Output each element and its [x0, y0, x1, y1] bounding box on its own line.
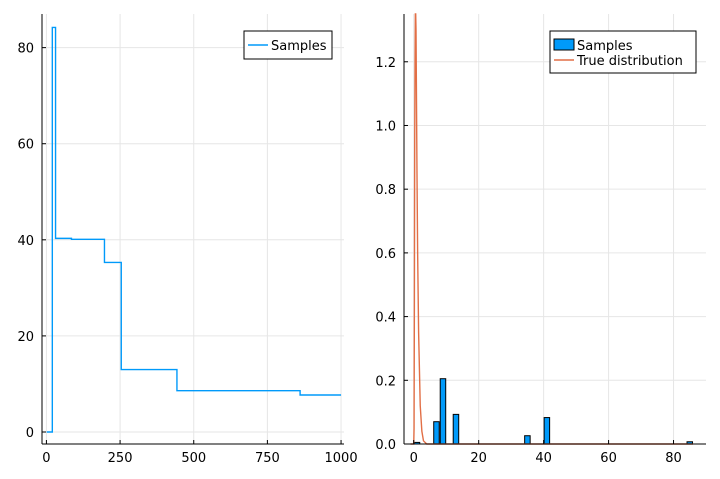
left-series: [46, 26, 342, 433]
left-x-tick-label: 250: [108, 451, 133, 466]
left-gridlines: [42, 14, 344, 444]
right-plot: 0 20 40 60 80 0.0 0.2 0.4 0.6 0.8 1.0 1.2 SamplesTr…: [375, 13, 706, 466]
left-ticks: 0 250 500 750 1000 0 20 40 60 80: [17, 42, 357, 466]
right-x-tick-label: 20: [470, 451, 487, 466]
right-y-tick-label: 0.0: [375, 438, 396, 453]
left-x-tick-label: 500: [181, 451, 206, 466]
right-y-tick-label: 0.6: [375, 247, 396, 262]
left-x-tick-label: 750: [255, 451, 280, 466]
right-histogram-bar: [543, 417, 551, 445]
right-y-tick-label: 0.4: [375, 311, 396, 326]
left-legend-label: Samples: [271, 39, 327, 54]
left-series-line-1: [46, 26, 342, 433]
right-y-tick-label: 0.2: [375, 374, 396, 389]
left-y-tick-label: 40: [17, 234, 34, 249]
left-y-tick-label: 80: [17, 42, 34, 57]
right-x-tick-label: 0: [410, 451, 418, 466]
right-histogram-bar: [452, 413, 460, 445]
right-ticks: 0 20 40 60 80 0.0 0.2 0.4 0.6 0.8 1.0 1.2: [375, 56, 681, 466]
left-x-tick-label: 0: [42, 451, 50, 466]
right-legend-box: [549, 30, 697, 74]
right-y-tick-label: 0.8: [375, 183, 396, 198]
right-x-tick-label: 60: [600, 451, 617, 466]
right-axes: [403, 14, 706, 445]
left-plot: 0 250 500 750 1000 0 20 40 60 80 Samples: [17, 14, 358, 466]
left-axes: [41, 14, 344, 445]
right-x-tick-label: 80: [665, 451, 682, 466]
right-x-tick-label: 40: [535, 451, 552, 466]
left-x-tick-label: 1000: [325, 451, 358, 466]
left-y-tick-label: 20: [17, 330, 34, 345]
right-gridlines: [404, 14, 706, 445]
left-legend: Samples: [243, 30, 333, 60]
right-legend-swatch: [553, 38, 575, 51]
right-histogram-bar: [433, 421, 440, 445]
right-histogram-bar: [439, 378, 447, 445]
right-series-line-2: [410, 13, 694, 445]
right-y-tick-label: 1.0: [375, 119, 396, 134]
left-y-tick-label: 0: [26, 426, 34, 441]
right-series: [410, 13, 694, 445]
right-legend-label: True distribution: [576, 54, 683, 69]
right-legend-label: Samples: [577, 39, 633, 54]
left-y-tick-label: 60: [17, 138, 34, 153]
right-histogram-bar: [524, 435, 531, 445]
right-y-tick-label: 1.2: [375, 56, 396, 71]
